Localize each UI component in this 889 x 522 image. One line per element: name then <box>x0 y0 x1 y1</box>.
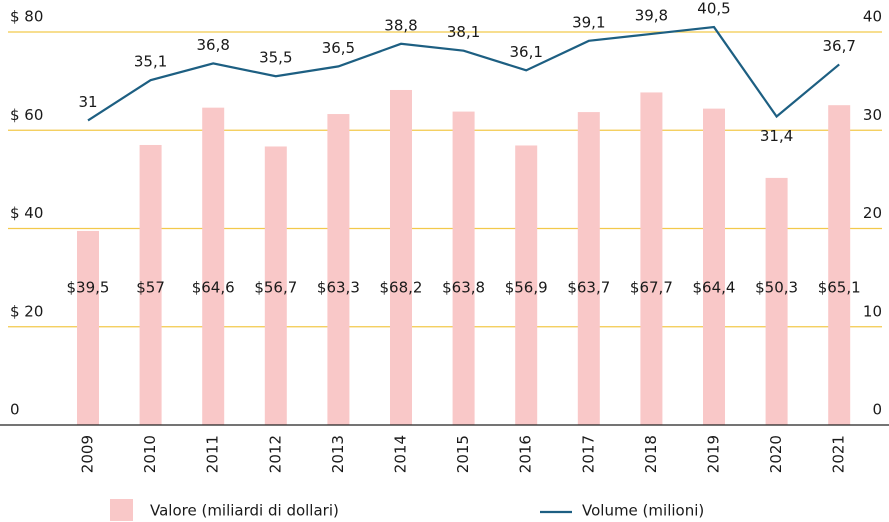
x-tick-label: 2017 <box>579 435 597 473</box>
value-label: $68,2 <box>380 279 423 297</box>
y-tick-label: $ 40 <box>10 204 43 222</box>
x-tick-label: 2016 <box>517 435 535 473</box>
value-label: $64,6 <box>192 279 235 297</box>
value-label: 36,5 <box>322 39 355 57</box>
bar <box>202 107 225 425</box>
bar <box>640 92 663 425</box>
x-tick-label: 2010 <box>141 435 159 473</box>
value-label: 36,7 <box>822 37 855 55</box>
value-label: 39,8 <box>635 6 668 24</box>
x-tick-label: 2012 <box>266 435 284 473</box>
value-label: $65,1 <box>818 279 861 297</box>
value-label: $39,5 <box>67 279 110 297</box>
x-tick-label: 2015 <box>454 435 472 473</box>
legend-swatch <box>110 499 133 521</box>
x-tick-label: 2018 <box>642 435 660 473</box>
x-tick-label: 2020 <box>767 435 785 473</box>
value-label: 36,1 <box>509 43 542 61</box>
y2-tick-label: 40 <box>863 8 882 26</box>
legend-label: Volume (milioni) <box>582 502 704 520</box>
bar <box>264 146 287 425</box>
bar <box>327 114 350 425</box>
value-label: 40,5 <box>697 0 730 18</box>
x-tick-label: 2021 <box>830 435 848 473</box>
bar <box>703 108 725 425</box>
bar <box>577 112 600 425</box>
value-label: 38,1 <box>447 23 480 41</box>
value-label: $63,7 <box>567 279 610 297</box>
bar <box>139 144 162 426</box>
y2-tick-label: 30 <box>863 106 882 124</box>
value-label: 31 <box>78 93 97 111</box>
bar <box>77 230 99 425</box>
x-tick-label: 2013 <box>329 435 347 473</box>
y-tick-label: $ 60 <box>10 106 43 124</box>
x-tick-label: 2014 <box>392 435 410 473</box>
value-label: $63,8 <box>442 279 485 297</box>
x-tick-label: 2019 <box>705 435 723 473</box>
value-label: 31,4 <box>760 127 793 145</box>
y2-tick-label: 10 <box>863 302 882 320</box>
y2-tick-label: 0 <box>872 401 882 419</box>
bar <box>515 145 538 425</box>
legend-label: Valore (miliardi di dollari) <box>150 502 339 520</box>
value-label: $50,3 <box>755 279 798 297</box>
value-label: $63,3 <box>317 279 360 297</box>
bar <box>828 105 851 425</box>
value-label: 36,8 <box>196 36 229 54</box>
value-label: $57 <box>136 279 165 297</box>
value-label: 38,8 <box>384 16 417 34</box>
bar <box>452 111 475 426</box>
x-tick-label: 2011 <box>204 435 222 473</box>
value-label: $67,7 <box>630 279 673 297</box>
value-label: 39,1 <box>572 13 605 31</box>
value-label: $64,4 <box>693 279 736 297</box>
value-label: 35,5 <box>259 49 292 67</box>
line <box>87 25 840 122</box>
value-label: $56,7 <box>254 279 297 297</box>
value-label: 35,1 <box>134 53 167 71</box>
y2-tick-label: 20 <box>863 204 882 222</box>
value-label: $56,9 <box>505 279 548 297</box>
y-tick-label: 0 <box>10 401 20 419</box>
x-tick-label: 2009 <box>79 435 97 473</box>
y-tick-label: $ 80 <box>10 8 43 26</box>
bar <box>390 89 412 425</box>
y-tick-label: $ 20 <box>10 302 43 320</box>
bar <box>765 177 788 425</box>
